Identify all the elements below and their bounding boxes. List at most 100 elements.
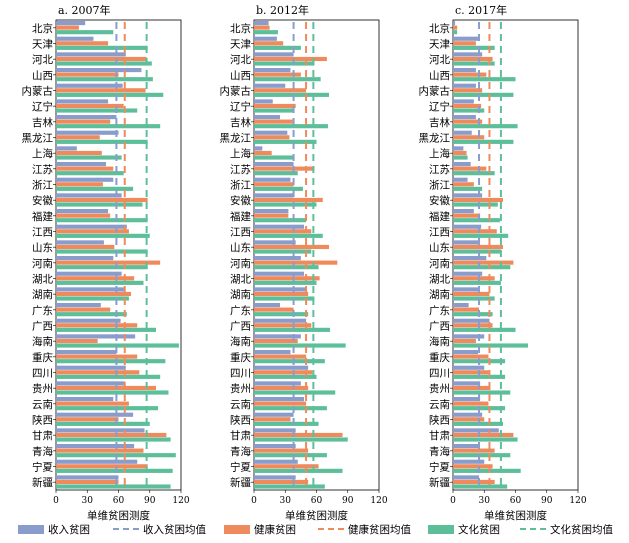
bar-income-12 bbox=[56, 209, 109, 214]
category-label: 上海 bbox=[429, 147, 450, 160]
category-label: 北京 bbox=[429, 22, 450, 35]
category-label: 黑龙江 bbox=[220, 132, 252, 145]
x-tick-label: 90 bbox=[541, 496, 553, 506]
bar-income-6 bbox=[56, 115, 117, 120]
bar-culture-23 bbox=[254, 390, 336, 395]
category-label: 山西 bbox=[429, 70, 450, 82]
bar-income-18 bbox=[453, 303, 469, 308]
bar-culture-0 bbox=[254, 30, 278, 35]
category-label: 江西 bbox=[429, 227, 450, 239]
bar-health-11 bbox=[254, 197, 323, 203]
bar-health-12 bbox=[254, 213, 289, 218]
legend-label-culture: 文化贫困 bbox=[458, 523, 500, 536]
category-label: 四川 bbox=[230, 368, 251, 380]
bar-health-27 bbox=[56, 448, 144, 453]
bar-health-21 bbox=[254, 354, 307, 359]
bar-income-15 bbox=[453, 256, 487, 261]
x-tick-label: 120 bbox=[370, 496, 387, 506]
category-label: 浙江 bbox=[429, 180, 450, 192]
category-label: 浙江 bbox=[32, 180, 53, 192]
bar-culture-0 bbox=[56, 30, 114, 35]
bar-income-5 bbox=[254, 99, 273, 104]
bar-income-2 bbox=[254, 52, 294, 57]
bar-income-9 bbox=[56, 162, 106, 167]
bar-income-15 bbox=[254, 256, 301, 261]
bar-culture-11 bbox=[453, 202, 498, 207]
x-tick-label: 60 bbox=[113, 496, 125, 506]
bar-income-13 bbox=[453, 224, 482, 229]
bar-health-20 bbox=[453, 338, 476, 344]
bar-culture-26 bbox=[254, 437, 348, 442]
bar-income-5 bbox=[56, 99, 109, 104]
bar-health-14 bbox=[56, 244, 115, 250]
bar-income-22 bbox=[254, 365, 309, 370]
bar-health-29 bbox=[56, 479, 119, 485]
bar-health-6 bbox=[453, 119, 483, 124]
bar-culture-15 bbox=[254, 265, 319, 270]
x-tick-label: 60 bbox=[311, 496, 323, 506]
bar-income-10 bbox=[453, 177, 468, 182]
bar-income-2 bbox=[56, 52, 126, 57]
panel-title: b. 2012年 bbox=[256, 3, 309, 17]
bar-culture-14 bbox=[254, 249, 312, 254]
bar-health-9 bbox=[56, 166, 114, 171]
bar-income-1 bbox=[56, 36, 94, 41]
category-label: 吉林 bbox=[230, 116, 251, 129]
bar-culture-20 bbox=[56, 343, 179, 348]
bar-health-25 bbox=[453, 417, 485, 422]
bar-income-4 bbox=[453, 83, 476, 88]
bar-income-1 bbox=[453, 36, 480, 41]
legend-label-income: 收入贫困 bbox=[48, 523, 90, 536]
bar-culture-3 bbox=[453, 77, 516, 82]
bar-health-13 bbox=[56, 229, 129, 234]
bar-culture-21 bbox=[254, 359, 325, 364]
category-label: 湖北 bbox=[32, 274, 53, 286]
bar-health-17 bbox=[56, 291, 131, 297]
bar-culture-26 bbox=[453, 437, 518, 442]
bar-income-12 bbox=[453, 209, 474, 214]
bar-health-26 bbox=[453, 432, 514, 438]
category-label: 新疆 bbox=[230, 476, 251, 489]
bar-health-10 bbox=[254, 182, 294, 187]
bar-health-28 bbox=[453, 464, 493, 469]
bar-income-7 bbox=[254, 130, 288, 135]
bar-income-6 bbox=[453, 115, 476, 120]
bar-culture-4 bbox=[56, 92, 164, 97]
bar-income-20 bbox=[56, 334, 136, 339]
bar-income-17 bbox=[453, 287, 478, 292]
bar-culture-27 bbox=[254, 453, 327, 458]
x-axis-label: 单维贫困测度 bbox=[285, 509, 348, 522]
bar-health-21 bbox=[453, 354, 489, 359]
bar-health-5 bbox=[254, 103, 296, 109]
bar-income-12 bbox=[254, 209, 289, 214]
bar-culture-15 bbox=[453, 265, 511, 270]
x-tick-label: 90 bbox=[144, 496, 156, 506]
bar-culture-28 bbox=[254, 468, 343, 473]
bar-culture-0 bbox=[453, 30, 458, 35]
bar-culture-22 bbox=[254, 374, 317, 379]
x-tick-label: 30 bbox=[82, 496, 94, 506]
bar-culture-11 bbox=[254, 202, 317, 207]
category-label: 河南 bbox=[32, 257, 53, 270]
category-label: 海南 bbox=[32, 335, 53, 348]
bar-health-9 bbox=[254, 166, 315, 171]
bar-health-8 bbox=[56, 150, 102, 156]
bar-culture-3 bbox=[56, 77, 153, 82]
bar-culture-21 bbox=[56, 359, 166, 364]
bar-health-7 bbox=[453, 135, 485, 140]
bar-income-24 bbox=[254, 397, 304, 402]
bar-health-14 bbox=[254, 244, 329, 250]
bar-income-11 bbox=[453, 193, 483, 198]
category-label: 黑龙江 bbox=[419, 132, 451, 145]
category-label: 天津 bbox=[230, 39, 251, 51]
bar-culture-2 bbox=[453, 61, 495, 66]
panel-title: a. 2007年 bbox=[58, 3, 111, 17]
bar-income-24 bbox=[453, 397, 481, 402]
category-label: 辽宁 bbox=[230, 100, 251, 113]
category-label: 安徽 bbox=[429, 194, 450, 207]
category-label: 山东 bbox=[429, 241, 450, 254]
bar-culture-7 bbox=[56, 139, 148, 144]
category-label: 云南 bbox=[32, 398, 53, 411]
bar-health-27 bbox=[453, 448, 495, 453]
bar-health-17 bbox=[254, 291, 309, 297]
